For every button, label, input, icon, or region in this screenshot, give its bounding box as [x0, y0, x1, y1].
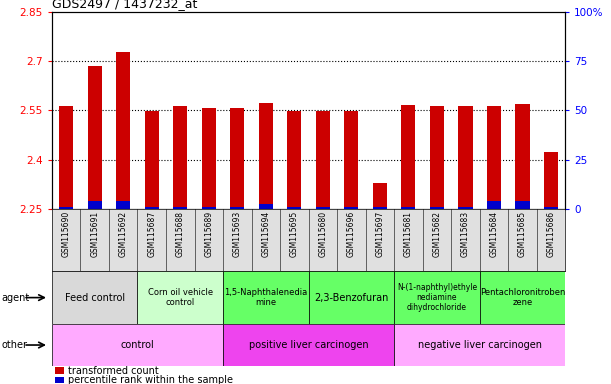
Bar [59, 207, 73, 209]
Bar [116, 201, 130, 209]
Text: GSM115685: GSM115685 [518, 211, 527, 257]
Text: Feed control: Feed control [65, 293, 125, 303]
Bar [173, 106, 188, 209]
Text: GSM115687: GSM115687 [147, 211, 156, 257]
Bar [258, 204, 273, 209]
Bar [458, 207, 472, 209]
Bar [430, 207, 444, 209]
Text: GSM115688: GSM115688 [176, 211, 185, 257]
Text: Pentachloronitroben
zene: Pentachloronitroben zene [480, 288, 565, 307]
Bar [430, 106, 444, 209]
Bar [230, 108, 244, 209]
Text: control: control [120, 340, 155, 350]
Text: 1,5-Naphthalenedia
mine: 1,5-Naphthalenedia mine [224, 288, 307, 307]
Bar [344, 111, 359, 209]
Bar [59, 106, 73, 209]
Bar [373, 207, 387, 209]
Text: GSM115693: GSM115693 [233, 211, 242, 257]
Text: 2,3-Benzofuran: 2,3-Benzofuran [314, 293, 389, 303]
Bar [145, 111, 159, 209]
Bar [54, 377, 64, 383]
FancyBboxPatch shape [223, 324, 394, 366]
Text: GSM115690: GSM115690 [62, 211, 71, 257]
Bar [173, 207, 188, 209]
Bar [344, 207, 359, 209]
FancyBboxPatch shape [52, 271, 137, 324]
FancyBboxPatch shape [480, 271, 565, 324]
FancyBboxPatch shape [394, 271, 480, 324]
Bar [202, 207, 216, 209]
FancyBboxPatch shape [52, 324, 223, 366]
Bar [401, 207, 415, 209]
Text: GSM115686: GSM115686 [546, 211, 555, 257]
Text: positive liver carcinogen: positive liver carcinogen [249, 340, 368, 350]
Bar [258, 103, 273, 209]
Bar [116, 52, 130, 209]
Text: GSM115682: GSM115682 [433, 211, 441, 257]
Bar [287, 111, 301, 209]
Text: GDS2497 / 1437232_at: GDS2497 / 1437232_at [52, 0, 197, 10]
Bar [316, 111, 330, 209]
Bar [487, 106, 501, 209]
Text: other: other [1, 340, 27, 350]
Text: GSM115694: GSM115694 [262, 211, 270, 257]
Text: negative liver carcinogen: negative liver carcinogen [418, 340, 541, 350]
FancyBboxPatch shape [394, 324, 565, 366]
Bar [87, 201, 102, 209]
Text: GSM115683: GSM115683 [461, 211, 470, 257]
Bar [54, 367, 64, 374]
FancyBboxPatch shape [223, 271, 309, 324]
Text: transformed count: transformed count [68, 366, 159, 376]
Text: percentile rank within the sample: percentile rank within the sample [68, 375, 233, 384]
Text: N-(1-naphthyl)ethyle
nediamine
dihydrochloride: N-(1-naphthyl)ethyle nediamine dihydroch… [397, 283, 477, 312]
Text: GSM115691: GSM115691 [90, 211, 99, 257]
Text: Corn oil vehicle
control: Corn oil vehicle control [148, 288, 213, 307]
Bar [458, 106, 472, 209]
Bar [287, 207, 301, 209]
Text: GSM115684: GSM115684 [489, 211, 499, 257]
Text: GSM115697: GSM115697 [375, 211, 384, 257]
Bar [230, 207, 244, 209]
Bar [401, 106, 415, 209]
Text: GSM115695: GSM115695 [290, 211, 299, 257]
FancyBboxPatch shape [137, 271, 223, 324]
Text: GSM115689: GSM115689 [204, 211, 213, 257]
Text: GSM115692: GSM115692 [119, 211, 128, 257]
Bar [202, 108, 216, 209]
Bar [544, 152, 558, 209]
Bar [87, 66, 102, 209]
FancyBboxPatch shape [309, 271, 394, 324]
Bar [544, 207, 558, 209]
Text: agent: agent [1, 293, 29, 303]
Text: GSM115681: GSM115681 [404, 211, 413, 257]
Bar [515, 104, 530, 209]
Bar [316, 207, 330, 209]
Bar [487, 201, 501, 209]
Text: GSM115696: GSM115696 [347, 211, 356, 257]
Bar [515, 201, 530, 209]
Bar [145, 207, 159, 209]
Text: GSM115680: GSM115680 [318, 211, 327, 257]
Bar [373, 183, 387, 209]
